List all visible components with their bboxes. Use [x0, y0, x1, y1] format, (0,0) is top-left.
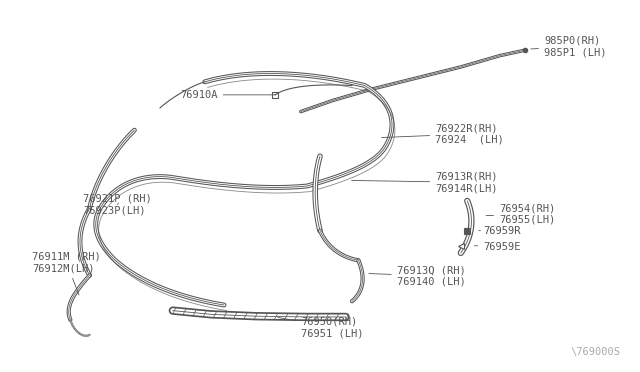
Text: 76913R(RH)
76914R(LH): 76913R(RH) 76914R(LH): [351, 171, 498, 193]
Text: 76922R(RH)
76924  (LH): 76922R(RH) 76924 (LH): [381, 123, 504, 145]
Text: 985P0(RH)
985P1 (LH): 985P0(RH) 985P1 (LH): [531, 36, 607, 57]
Text: 76910A: 76910A: [180, 90, 276, 100]
Text: 76954(RH)
76955(LH): 76954(RH) 76955(LH): [486, 203, 556, 225]
Text: 76911M (RH)
76912M(LH): 76911M (RH) 76912M(LH): [32, 251, 100, 295]
Text: 76921P (RH)
76923P(LH): 76921P (RH) 76923P(LH): [83, 194, 152, 215]
Text: \769000S: \769000S: [571, 347, 621, 357]
Text: 76959E: 76959E: [474, 243, 521, 252]
Text: 76950(RH)
76951 (LH): 76950(RH) 76951 (LH): [278, 317, 364, 338]
Text: 76913Q (RH)
769140 (LH): 76913Q (RH) 769140 (LH): [369, 265, 465, 287]
Text: 76959R: 76959R: [479, 227, 521, 236]
